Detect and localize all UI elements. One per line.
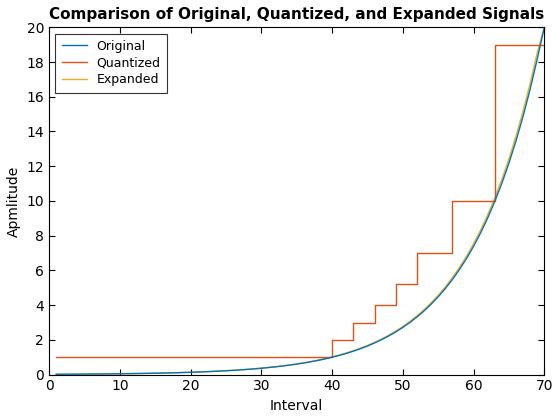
Original xyxy=(470,244,477,249)
Line: Quantized: Quantized xyxy=(56,45,544,357)
Quantized xyxy=(53,355,59,360)
Quantized xyxy=(463,198,470,203)
Quantized xyxy=(498,42,505,47)
Expanded xyxy=(166,370,172,375)
Y-axis label: Apmlitude: Apmlitude xyxy=(7,165,21,236)
Quantized xyxy=(166,355,172,360)
Original xyxy=(166,370,172,375)
Expanded xyxy=(53,372,59,377)
Original xyxy=(202,369,208,374)
Quantized xyxy=(470,198,477,203)
Expanded xyxy=(321,356,328,361)
Original xyxy=(53,372,59,377)
Original xyxy=(180,370,187,375)
Expanded xyxy=(180,370,187,375)
Quantized xyxy=(541,42,548,47)
Original xyxy=(321,357,328,362)
Original xyxy=(541,25,548,30)
X-axis label: Interval: Interval xyxy=(270,399,323,413)
Quantized xyxy=(321,355,328,360)
Quantized xyxy=(116,355,123,360)
Title: Comparison of Original, Quantized, and Expanded Signals: Comparison of Original, Quantized, and E… xyxy=(49,7,544,22)
Line: Expanded: Expanded xyxy=(56,27,544,374)
Expanded xyxy=(463,254,470,259)
Original xyxy=(463,256,470,261)
Legend: Original, Quantized, Expanded: Original, Quantized, Expanded xyxy=(55,34,167,92)
Quantized xyxy=(202,355,208,360)
Expanded xyxy=(470,241,477,246)
Expanded xyxy=(541,25,548,30)
Expanded xyxy=(202,369,208,374)
Line: Original: Original xyxy=(56,27,544,374)
